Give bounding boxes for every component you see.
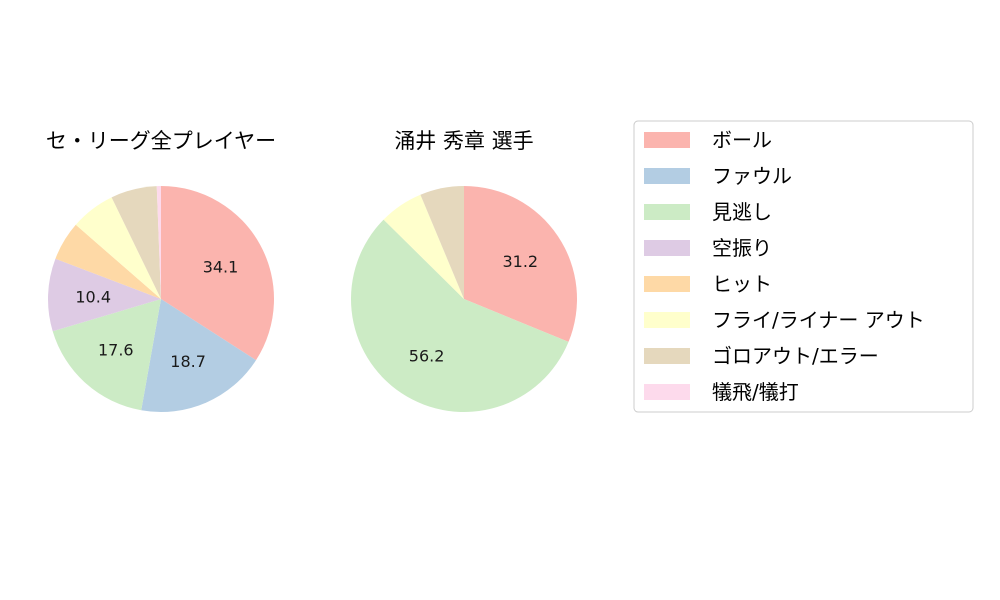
legend-label: ファウル bbox=[712, 164, 792, 188]
slice-value-label: 18.7 bbox=[170, 352, 206, 371]
legend-label: 空振り bbox=[712, 236, 772, 260]
pie-slice-league-6 bbox=[111, 186, 161, 299]
legend-swatch bbox=[644, 276, 690, 292]
pie-chart-league: セ・リーグ全プレイヤー 34.1 18.7 17.6 10.4 bbox=[46, 129, 276, 413]
pie-slice-league-4 bbox=[55, 224, 161, 299]
legend-label: ヒット bbox=[712, 272, 772, 296]
pie-slice-league-5 bbox=[75, 197, 161, 299]
legend-label: ゴロアウト/エラー bbox=[712, 344, 879, 368]
pie-slice-league-7 bbox=[156, 186, 161, 299]
legend-label: フライ/ライナー アウト bbox=[712, 308, 925, 332]
legend-swatch bbox=[644, 204, 690, 220]
pie-slice-player-2 bbox=[350, 219, 569, 413]
slice-value-label: 10.4 bbox=[75, 287, 111, 306]
legend-label: ボール bbox=[712, 128, 772, 152]
legend-swatch bbox=[644, 312, 690, 328]
chart-title-league: セ・リーグ全プレイヤー bbox=[46, 129, 276, 153]
slice-value-label: 34.1 bbox=[203, 258, 239, 277]
pie-slice-league-0 bbox=[161, 186, 275, 361]
pie-slice-league-1 bbox=[141, 299, 257, 413]
legend-swatch bbox=[644, 348, 690, 364]
legend-frame bbox=[633, 120, 974, 413]
pie-slice-player-0 bbox=[464, 186, 577, 342]
legend-swatch bbox=[644, 384, 690, 400]
pie-slice-player-6 bbox=[420, 186, 464, 299]
chart-title-player: 涌井 秀章 選手 bbox=[394, 129, 533, 153]
slice-value-label: 17.6 bbox=[98, 341, 134, 360]
pie-slice-player-5 bbox=[383, 194, 464, 299]
legend-label: 見逃し bbox=[712, 200, 772, 224]
pie-slice-league-3 bbox=[48, 258, 161, 332]
legend-swatch bbox=[644, 132, 690, 148]
pie-chart-player: 涌井 秀章 選手 31.2 56.2 bbox=[350, 129, 577, 413]
slice-value-label: 56.2 bbox=[409, 347, 445, 366]
slice-value-label: 31.2 bbox=[502, 252, 538, 271]
legend-label: 犠飛/犠打 bbox=[712, 380, 799, 404]
legend-swatch bbox=[644, 240, 690, 256]
legend-swatch bbox=[644, 168, 690, 184]
pie-slice-league-2 bbox=[52, 299, 161, 411]
